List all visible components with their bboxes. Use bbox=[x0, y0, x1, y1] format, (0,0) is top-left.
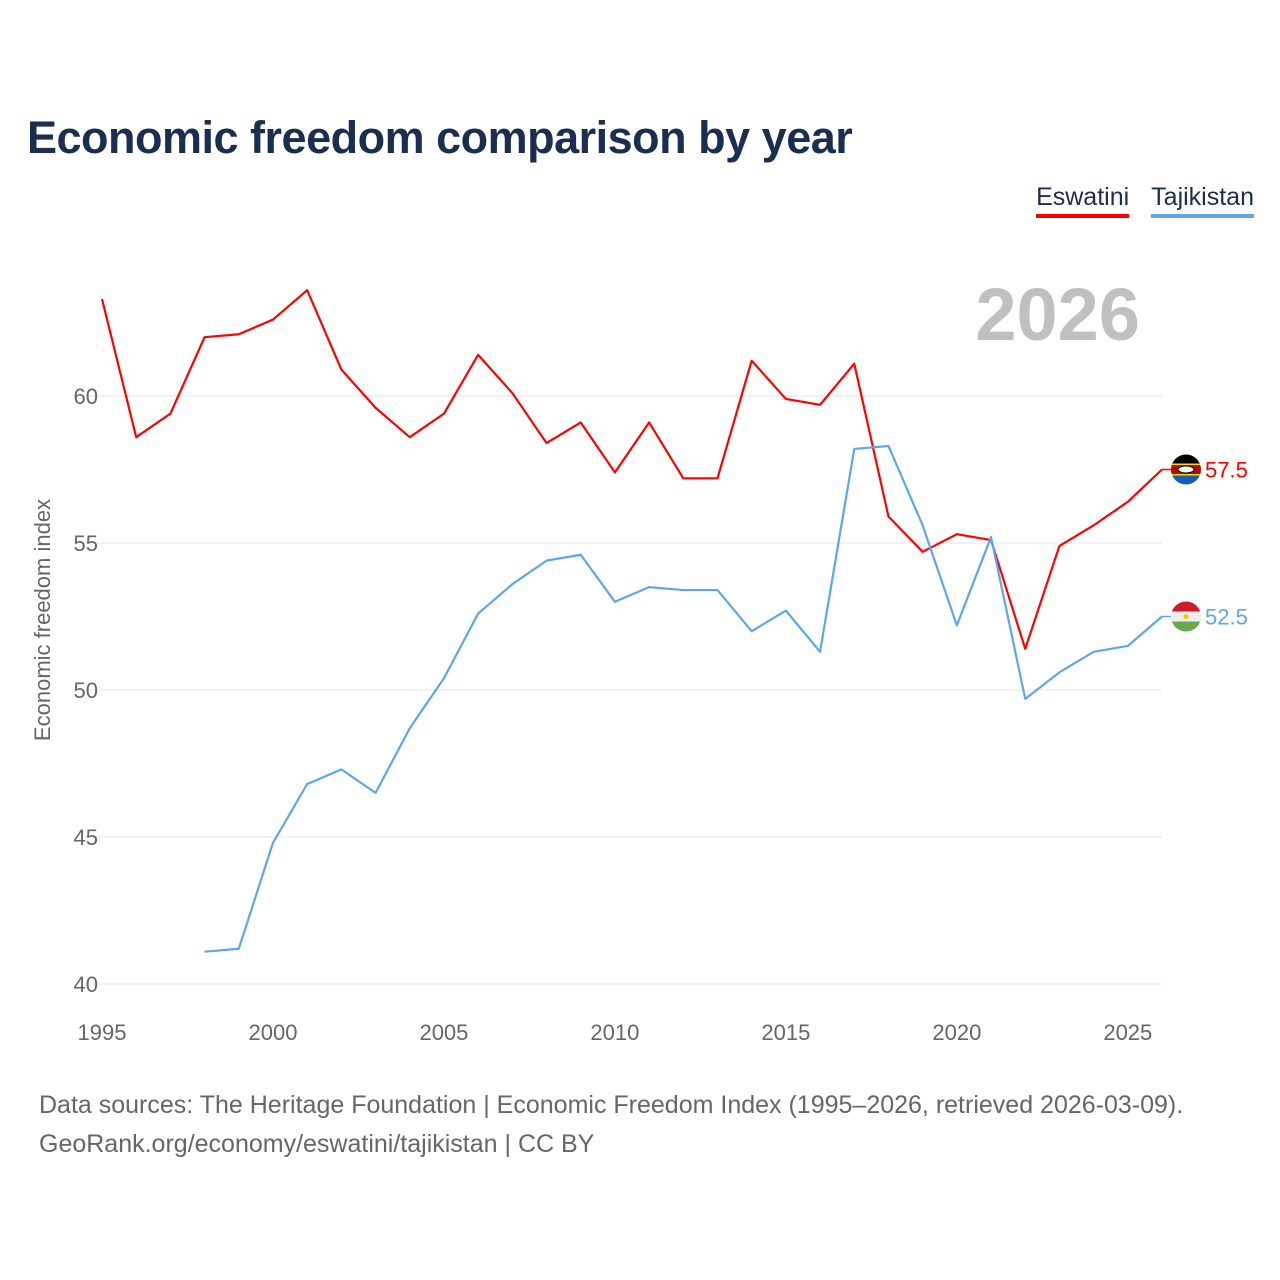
footer-sources: Data sources: The Heritage Foundation | … bbox=[39, 1091, 1184, 1119]
legend: Eswatini Tajikistan bbox=[1036, 183, 1254, 218]
series-line-tajikistan bbox=[204, 444, 1163, 953]
x-tick-label: 2020 bbox=[932, 1020, 981, 1045]
legend-item-tajikistan[interactable]: Tajikistan bbox=[1151, 183, 1254, 218]
tajikistan-flag-icon bbox=[1171, 601, 1201, 632]
y-axis-label: Economic freedom index bbox=[30, 499, 55, 741]
flag-crown bbox=[1183, 614, 1189, 619]
x-tick-label: 2010 bbox=[590, 1020, 639, 1045]
chart-title: Economic freedom comparison by year bbox=[27, 112, 853, 163]
x-tick-label: 1995 bbox=[78, 1020, 127, 1045]
flag-stripe bbox=[1171, 475, 1201, 485]
flag-shield bbox=[1177, 465, 1195, 474]
series-line-eswatini bbox=[100, 289, 1163, 650]
legend-item-eswatini[interactable]: Eswatini bbox=[1036, 183, 1130, 218]
y-tick-label: 60 bbox=[74, 384, 98, 409]
flag-body bbox=[1171, 601, 1201, 632]
x-tick-label: 2005 bbox=[419, 1020, 468, 1045]
flag-body bbox=[1171, 454, 1201, 485]
y-tick-label: 55 bbox=[74, 531, 98, 556]
footer: Data sources: The Heritage Foundation | … bbox=[39, 1086, 1183, 1164]
flag-stripe bbox=[1171, 454, 1201, 465]
y-tick-label: 50 bbox=[74, 678, 98, 703]
flag-stripe bbox=[1171, 601, 1201, 612]
x-tick-label: 2015 bbox=[761, 1020, 810, 1045]
eswatini-flag-icon bbox=[1171, 454, 1201, 485]
end-value-label: 57.5 bbox=[1205, 458, 1248, 483]
flag-stripe bbox=[1171, 621, 1201, 632]
year-watermark: 2026 bbox=[975, 273, 1140, 356]
x-tick-label: 2000 bbox=[248, 1020, 297, 1045]
end-value-label: 52.5 bbox=[1205, 605, 1248, 630]
x-tick-label: 2025 bbox=[1103, 1020, 1152, 1045]
footer-link[interactable]: GeoRank.org/economy/eswatini/tajikistan … bbox=[39, 1130, 595, 1158]
y-tick-label: 40 bbox=[74, 972, 98, 997]
y-tick-label: 45 bbox=[74, 825, 98, 850]
